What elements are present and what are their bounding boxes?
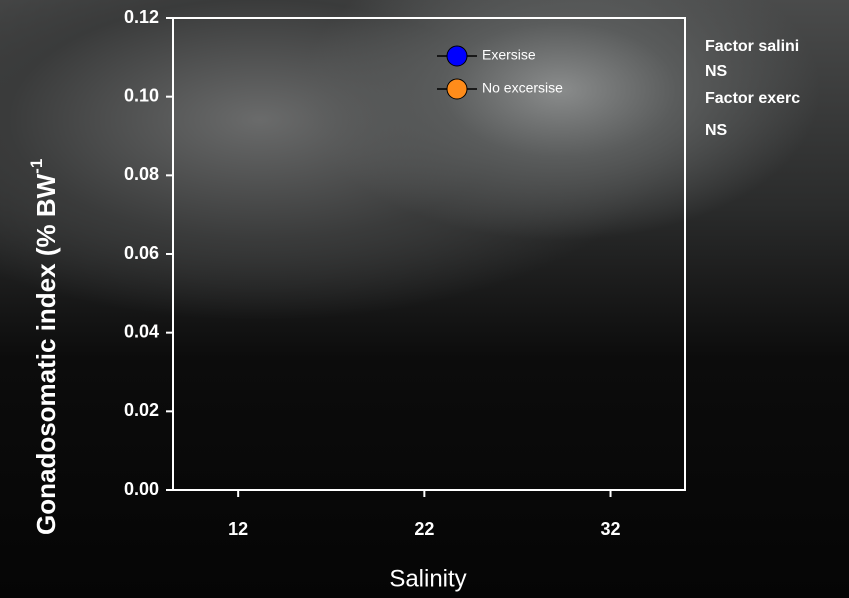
x-axis-title: Salinity	[389, 565, 466, 592]
x-tick-label: 32	[601, 519, 621, 539]
y-tick-label: 0.10	[124, 85, 159, 105]
annotation: Factor salini	[705, 38, 799, 55]
x-tick-label: 12	[228, 519, 248, 539]
legend-marker	[446, 78, 468, 100]
y-tick-label: 0.00	[124, 479, 159, 499]
legend-label: No excersise	[482, 80, 563, 96]
annotation: Factor exerc	[705, 90, 800, 107]
y-axis-title-text: Gonadosomatic index (% BW	[31, 173, 61, 535]
y-axis-title: Gonadosomatic index (% BW-1	[27, 159, 60, 535]
legend-marker	[446, 45, 468, 67]
y-tick-label: 0.04	[124, 321, 159, 341]
plot-frame	[172, 17, 686, 491]
annotation: NS	[705, 63, 728, 80]
y-tick-label: 0.08	[124, 164, 159, 184]
legend-label: Exersise	[482, 47, 536, 63]
y-axis-title-sup: -1	[27, 159, 46, 174]
y-tick-label: 0.02	[124, 400, 159, 420]
annotation: NS	[705, 122, 728, 139]
x-tick-label: 22	[414, 519, 434, 539]
y-tick-label: 0.12	[124, 7, 159, 27]
y-tick-label: 0.06	[124, 243, 159, 263]
